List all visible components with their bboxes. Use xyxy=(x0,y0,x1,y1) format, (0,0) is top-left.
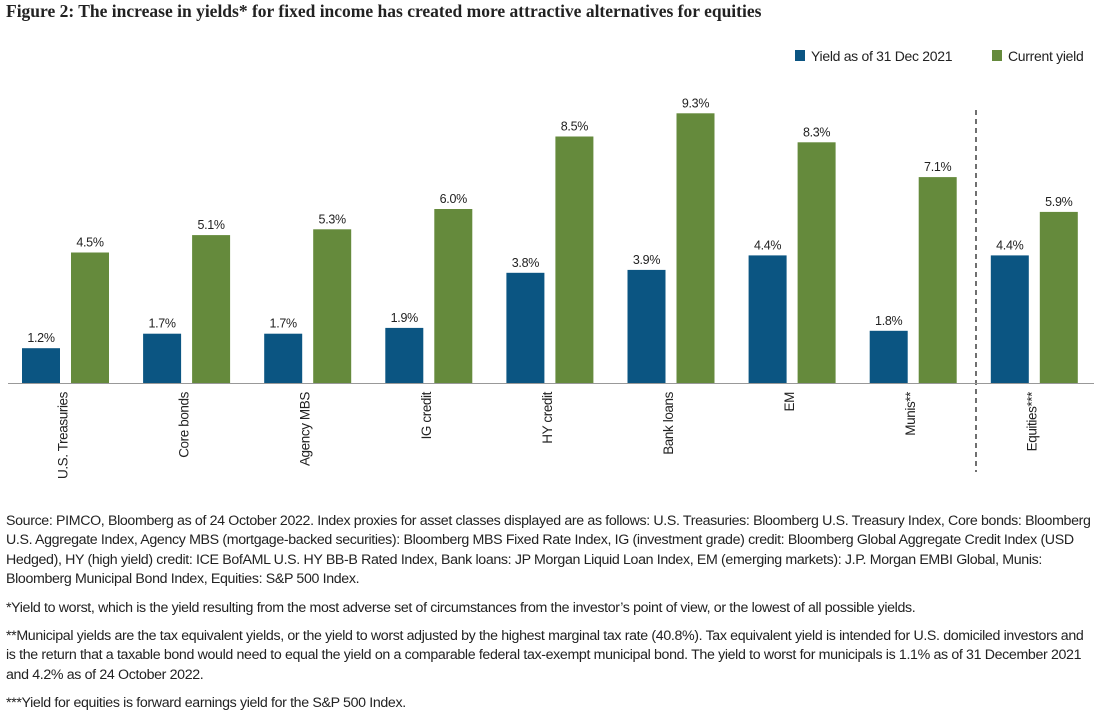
value-label: 4.4% xyxy=(754,238,781,252)
bar xyxy=(385,327,424,383)
x-tick-label: U.S. Treasuries xyxy=(56,391,71,479)
bar xyxy=(22,348,60,383)
legend-label: Yield as of 31 Dec 2021 xyxy=(811,48,953,64)
value-label: 1.7% xyxy=(148,317,175,331)
value-label: 1.7% xyxy=(270,317,297,331)
bar xyxy=(869,330,908,383)
value-label: 5.3% xyxy=(319,212,346,226)
value-label: 1.2% xyxy=(27,331,54,345)
value-label: 3.8% xyxy=(512,256,539,270)
bar xyxy=(990,255,1029,383)
bar xyxy=(797,142,836,383)
x-tick-label: Munis** xyxy=(903,391,918,436)
chart-title: Figure 2: The increase in yields* for fi… xyxy=(6,1,762,21)
bar xyxy=(192,235,231,383)
bar xyxy=(555,136,594,383)
bar xyxy=(676,113,715,384)
footnote: **Municipal yields are the tax equivalen… xyxy=(6,628,1084,683)
value-label: 1.9% xyxy=(391,311,418,325)
bar xyxy=(71,252,109,383)
value-label: 3.9% xyxy=(633,253,660,267)
legend-label: Current yield xyxy=(1008,48,1083,64)
x-tick-label: HY credit xyxy=(540,391,555,443)
value-label: 4.4% xyxy=(996,238,1023,252)
value-label: 8.5% xyxy=(561,120,588,134)
x-tick-label: Agency MBS xyxy=(298,392,313,466)
bar xyxy=(264,333,303,383)
value-label: 9.3% xyxy=(682,96,709,110)
legend-swatch xyxy=(992,50,1002,61)
footnote: Source: PIMCO, Bloomberg as of 24 Octobe… xyxy=(6,513,1091,588)
footnote: *Yield to worst, which is the yield resu… xyxy=(6,599,916,616)
bar xyxy=(627,269,666,383)
bar xyxy=(748,255,787,383)
x-tick-label: Equities*** xyxy=(1024,391,1039,452)
x-tick-label: EM xyxy=(782,392,797,412)
value-label: 4.5% xyxy=(76,236,103,250)
value-label: 8.3% xyxy=(803,125,830,139)
x-tick-label: Core bonds xyxy=(177,391,192,457)
value-label: 7.1% xyxy=(924,160,951,174)
bar xyxy=(918,177,957,383)
footnotes: Source: PIMCO, Bloomberg as of 24 Octobe… xyxy=(6,512,1094,720)
footnote: ***Yield for equities is forward earning… xyxy=(6,695,406,712)
chart: Figure 2: The increase in yields* for fi… xyxy=(6,1,1094,479)
bar xyxy=(434,209,473,383)
value-label: 5.9% xyxy=(1045,195,1072,209)
bar xyxy=(143,333,182,383)
legend-swatch xyxy=(795,50,805,61)
bar xyxy=(313,229,352,383)
x-tick-label: IG credit xyxy=(419,391,434,439)
bar xyxy=(506,272,545,383)
value-label: 5.1% xyxy=(197,218,224,232)
value-label: 1.8% xyxy=(875,314,902,328)
value-label: 6.0% xyxy=(440,192,467,206)
x-tick-label: Bank loans xyxy=(661,391,676,454)
bar xyxy=(1039,211,1078,383)
